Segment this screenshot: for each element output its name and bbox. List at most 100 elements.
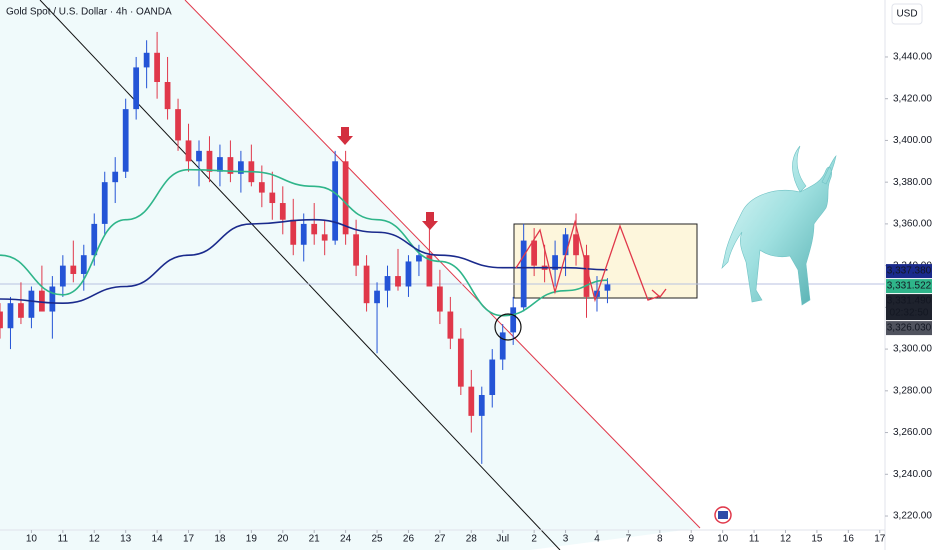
candle-body bbox=[384, 276, 391, 291]
candle-body bbox=[217, 157, 223, 172]
price-label: 3,331.522 bbox=[887, 281, 932, 292]
candle-body bbox=[269, 192, 276, 204]
candle-body bbox=[604, 284, 611, 291]
highlight-circle bbox=[494, 313, 522, 341]
x-tick-label: 20 bbox=[277, 534, 289, 545]
candle-body bbox=[426, 255, 433, 287]
candle-body bbox=[342, 161, 349, 235]
x-tick-label: Jul bbox=[496, 534, 509, 545]
candle-body bbox=[405, 261, 412, 287]
candle-body bbox=[552, 255, 558, 270]
candle-body bbox=[457, 338, 464, 387]
moving-average bbox=[0, 218, 608, 304]
x-tick-label: 17 bbox=[874, 534, 886, 545]
x-tick-label: 24 bbox=[340, 534, 352, 545]
candle-body bbox=[290, 219, 297, 245]
y-tick-label: 3,400.000 bbox=[893, 135, 932, 146]
bull-illustration bbox=[721, 145, 837, 306]
candle-body bbox=[447, 311, 454, 339]
x-tick-label: 17 bbox=[183, 534, 195, 545]
candle-body bbox=[353, 234, 359, 266]
candle-body bbox=[321, 234, 328, 241]
projection-zigzag bbox=[515, 219, 661, 303]
candle-body bbox=[437, 286, 443, 312]
channel-lower bbox=[39, 0, 561, 550]
currency-box bbox=[891, 3, 923, 25]
candle-body bbox=[28, 290, 35, 318]
projection-arrow bbox=[651, 288, 667, 298]
candle-body bbox=[374, 290, 380, 304]
candle-body bbox=[531, 240, 538, 266]
x-tick-label: 26 bbox=[403, 534, 415, 545]
y-tick-label: 3,420.000 bbox=[893, 93, 932, 104]
candle-body bbox=[279, 203, 286, 220]
x-tick-label: 14 bbox=[152, 534, 164, 545]
price-label: 3,337.380 bbox=[887, 266, 932, 277]
candle-body bbox=[468, 386, 475, 416]
price-label: 3,326.030 bbox=[887, 323, 932, 334]
y-tick-label: 3,260.000 bbox=[893, 427, 932, 438]
price-label-box bbox=[886, 294, 932, 321]
x-tick-label: 11 bbox=[58, 534, 69, 545]
x-tick-label: 25 bbox=[371, 534, 383, 545]
candle-body bbox=[112, 171, 119, 183]
candle-body bbox=[122, 109, 129, 172]
chart-title: Gold Spot / U.S. Dollar · 4h · OANDA bbox=[6, 7, 172, 18]
x-tick-label: 10 bbox=[26, 534, 38, 545]
y-tick-label: 3,240.000 bbox=[893, 469, 932, 480]
x-tick-label: 28 bbox=[466, 534, 478, 545]
channel-fill bbox=[0, 0, 700, 550]
candle-body bbox=[499, 332, 506, 360]
x-tick-label: 9 bbox=[688, 534, 694, 545]
candle-body bbox=[489, 359, 496, 395]
x-tick-label: 4 bbox=[594, 534, 600, 545]
price-label: 3,331.490 bbox=[887, 296, 932, 307]
moving-average bbox=[0, 168, 608, 317]
candle-body bbox=[175, 109, 181, 141]
y-tick-label: 3,360.000 bbox=[893, 219, 932, 230]
down-arrows bbox=[337, 127, 438, 230]
x-tick-label: 11 bbox=[749, 534, 760, 545]
x-tick-label: 19 bbox=[246, 534, 258, 545]
x-tick-label: 2 bbox=[531, 534, 537, 545]
x-tick-label: 7 bbox=[626, 534, 632, 545]
x-tick-label: 10 bbox=[717, 534, 729, 545]
candle-body bbox=[143, 52, 150, 68]
candle-body bbox=[573, 234, 579, 256]
candle-body bbox=[91, 223, 98, 256]
price-label-box bbox=[886, 264, 932, 279]
x-tick-label: 8 bbox=[657, 534, 663, 545]
candle-body bbox=[300, 223, 307, 245]
candle-body bbox=[478, 394, 485, 416]
x-tick-label: 12 bbox=[780, 534, 792, 545]
candle-body bbox=[7, 303, 14, 329]
candle-body bbox=[80, 255, 87, 274]
candle-body bbox=[395, 276, 401, 287]
x-tick-label: 16 bbox=[843, 534, 855, 545]
candle-body bbox=[562, 234, 569, 256]
candle-body bbox=[0, 311, 3, 329]
y-tick-label: 3,380.000 bbox=[893, 177, 932, 188]
candle-body bbox=[101, 182, 108, 224]
candle-body bbox=[363, 265, 370, 304]
candle-body bbox=[520, 240, 527, 308]
candle-body bbox=[238, 161, 244, 174]
candle-body bbox=[510, 307, 517, 333]
candle-body bbox=[332, 161, 339, 241]
candle-body bbox=[18, 303, 24, 318]
x-tick-label: 12 bbox=[89, 534, 101, 545]
candle-body bbox=[133, 67, 140, 110]
y-tick-label: 3,280.000 bbox=[893, 385, 932, 396]
candle-body bbox=[227, 157, 234, 174]
candle-body bbox=[196, 150, 202, 162]
candle-body bbox=[416, 255, 422, 262]
x-tick-label: 27 bbox=[434, 534, 446, 545]
candle-body bbox=[164, 82, 171, 110]
candle-body bbox=[154, 52, 160, 83]
candle-body bbox=[59, 265, 66, 287]
candle-body bbox=[206, 150, 213, 172]
price-label-box bbox=[886, 279, 932, 294]
candle-body bbox=[70, 265, 77, 274]
currency: USD bbox=[896, 9, 917, 20]
